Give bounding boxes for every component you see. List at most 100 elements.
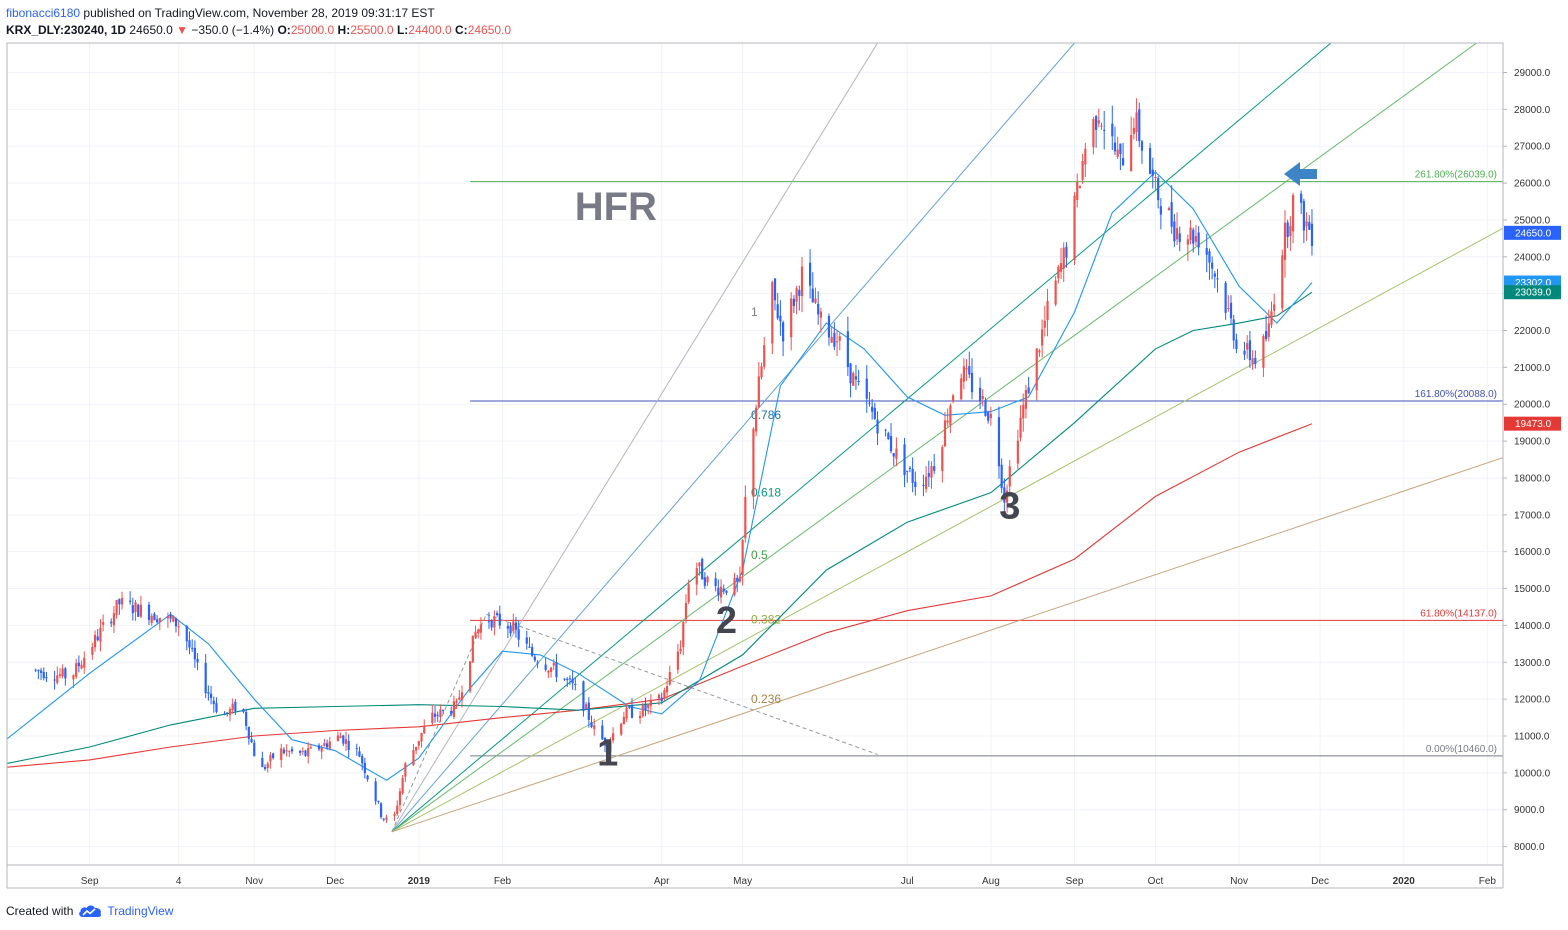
y-tick-label: 26000.0 <box>1514 179 1551 190</box>
candle-body <box>1170 202 1173 227</box>
candle-body <box>1229 302 1233 319</box>
candle-body <box>574 683 577 685</box>
candle-body <box>1283 222 1287 260</box>
candle-body <box>377 801 380 803</box>
candle-body <box>56 675 59 683</box>
price-tag-text: 23039.0 <box>1515 288 1552 299</box>
candle-body <box>269 754 272 762</box>
candle-body <box>58 674 62 676</box>
wave-label: 1 <box>597 732 618 774</box>
candle-body <box>895 448 898 459</box>
candle-body <box>887 433 890 439</box>
candle-body <box>39 670 43 673</box>
candle-body <box>1243 350 1246 355</box>
candle-body <box>698 562 701 567</box>
candle-body <box>744 496 747 539</box>
candle-body <box>196 658 199 663</box>
time-axis[interactable]: Sep 4 Nov Dec 2019 Feb Apr May Jul Aug Sep Oct Nov De… <box>81 876 1497 887</box>
tradingview-brand-link[interactable]: TradingView <box>107 904 174 918</box>
candle-body <box>582 681 585 712</box>
candle-body <box>1135 112 1138 133</box>
candle-body <box>382 818 385 820</box>
price-tag-text: 19473.0 <box>1515 419 1552 430</box>
candle-body <box>242 709 245 712</box>
symbol-label[interactable]: KRX_DLY:230240, 1D <box>6 23 127 37</box>
candle-body <box>1189 227 1192 241</box>
candle-body <box>323 743 326 747</box>
x-tick-label: Apr <box>654 876 670 887</box>
candle-body <box>172 615 175 622</box>
fib-level-label: 0.00%(10460.0) <box>1426 744 1497 755</box>
ema-mid-line <box>7 291 1313 764</box>
candle-body <box>398 791 402 806</box>
candle-body <box>460 692 464 700</box>
candle-body <box>247 726 250 739</box>
candle-body <box>763 345 766 367</box>
x-tick-label: 4 <box>176 876 182 887</box>
candle-body <box>606 744 609 750</box>
candle-body <box>1216 278 1219 280</box>
x-tick-label: Dec <box>1311 876 1329 887</box>
candle-body <box>393 813 396 816</box>
candle-body <box>412 750 415 766</box>
candle-body <box>951 395 955 401</box>
wave-label: 2 <box>716 600 737 642</box>
candle-body <box>355 748 358 750</box>
x-tick-label: Nov <box>1230 876 1248 887</box>
candle-body <box>889 436 893 452</box>
candle-body <box>1043 320 1046 328</box>
fan-ratio-label: 0.618 <box>751 485 781 499</box>
candle-body <box>385 817 388 820</box>
candle-body <box>469 661 472 692</box>
candle-body <box>601 725 604 740</box>
candle-body <box>566 678 569 680</box>
candle-body <box>630 705 634 718</box>
candle-body <box>876 419 879 434</box>
candle-body <box>339 736 342 739</box>
candle-body <box>665 686 669 693</box>
candle-body <box>288 751 291 753</box>
candle-body <box>927 473 930 477</box>
candle-body <box>790 298 793 338</box>
candle-body <box>946 420 949 423</box>
author-link[interactable]: fibonacci6180 <box>6 6 81 20</box>
candle-body <box>1305 221 1308 227</box>
candle-body <box>1027 387 1030 394</box>
candle-body <box>1022 404 1025 419</box>
candle-body <box>817 303 820 315</box>
price-tag-bg <box>1504 225 1561 240</box>
candle-body <box>722 588 725 592</box>
candle-body <box>415 746 418 751</box>
x-tick-label: Aug <box>982 876 1000 887</box>
y-tick-label: 18000.0 <box>1514 473 1551 484</box>
high-label: H: <box>337 23 351 37</box>
candle-body <box>423 725 426 734</box>
candle-body <box>987 412 990 421</box>
candle-body <box>1138 109 1141 142</box>
candle-body <box>1035 348 1038 391</box>
candle-body <box>1264 331 1268 340</box>
candle-body <box>347 740 350 750</box>
candle-body <box>53 679 56 681</box>
candle-body <box>471 635 474 663</box>
candle-body <box>1111 123 1114 137</box>
candle-body <box>450 710 453 715</box>
price-axis[interactable]: 8000.0 9000.0 10000.0 11000.0 12000.0 13000.0… <box>1503 68 1551 853</box>
y-tick-label: 21000.0 <box>1514 363 1551 374</box>
candle-body <box>1119 143 1122 154</box>
candle-body <box>1065 246 1068 258</box>
created-with-text: Created with <box>6 904 74 918</box>
price-tag: 23039.0 <box>1504 285 1561 300</box>
candle-body <box>174 618 178 627</box>
candle-body <box>134 602 137 613</box>
candle-body <box>80 664 83 669</box>
fan-line <box>391 43 1075 833</box>
candle-body <box>1232 319 1235 341</box>
candle-body <box>131 605 134 614</box>
candle-body <box>234 701 237 712</box>
fan-ratio-label: 1 <box>751 305 758 319</box>
candle-body <box>307 747 310 757</box>
candle-body <box>207 692 210 694</box>
candle-body <box>45 677 48 679</box>
